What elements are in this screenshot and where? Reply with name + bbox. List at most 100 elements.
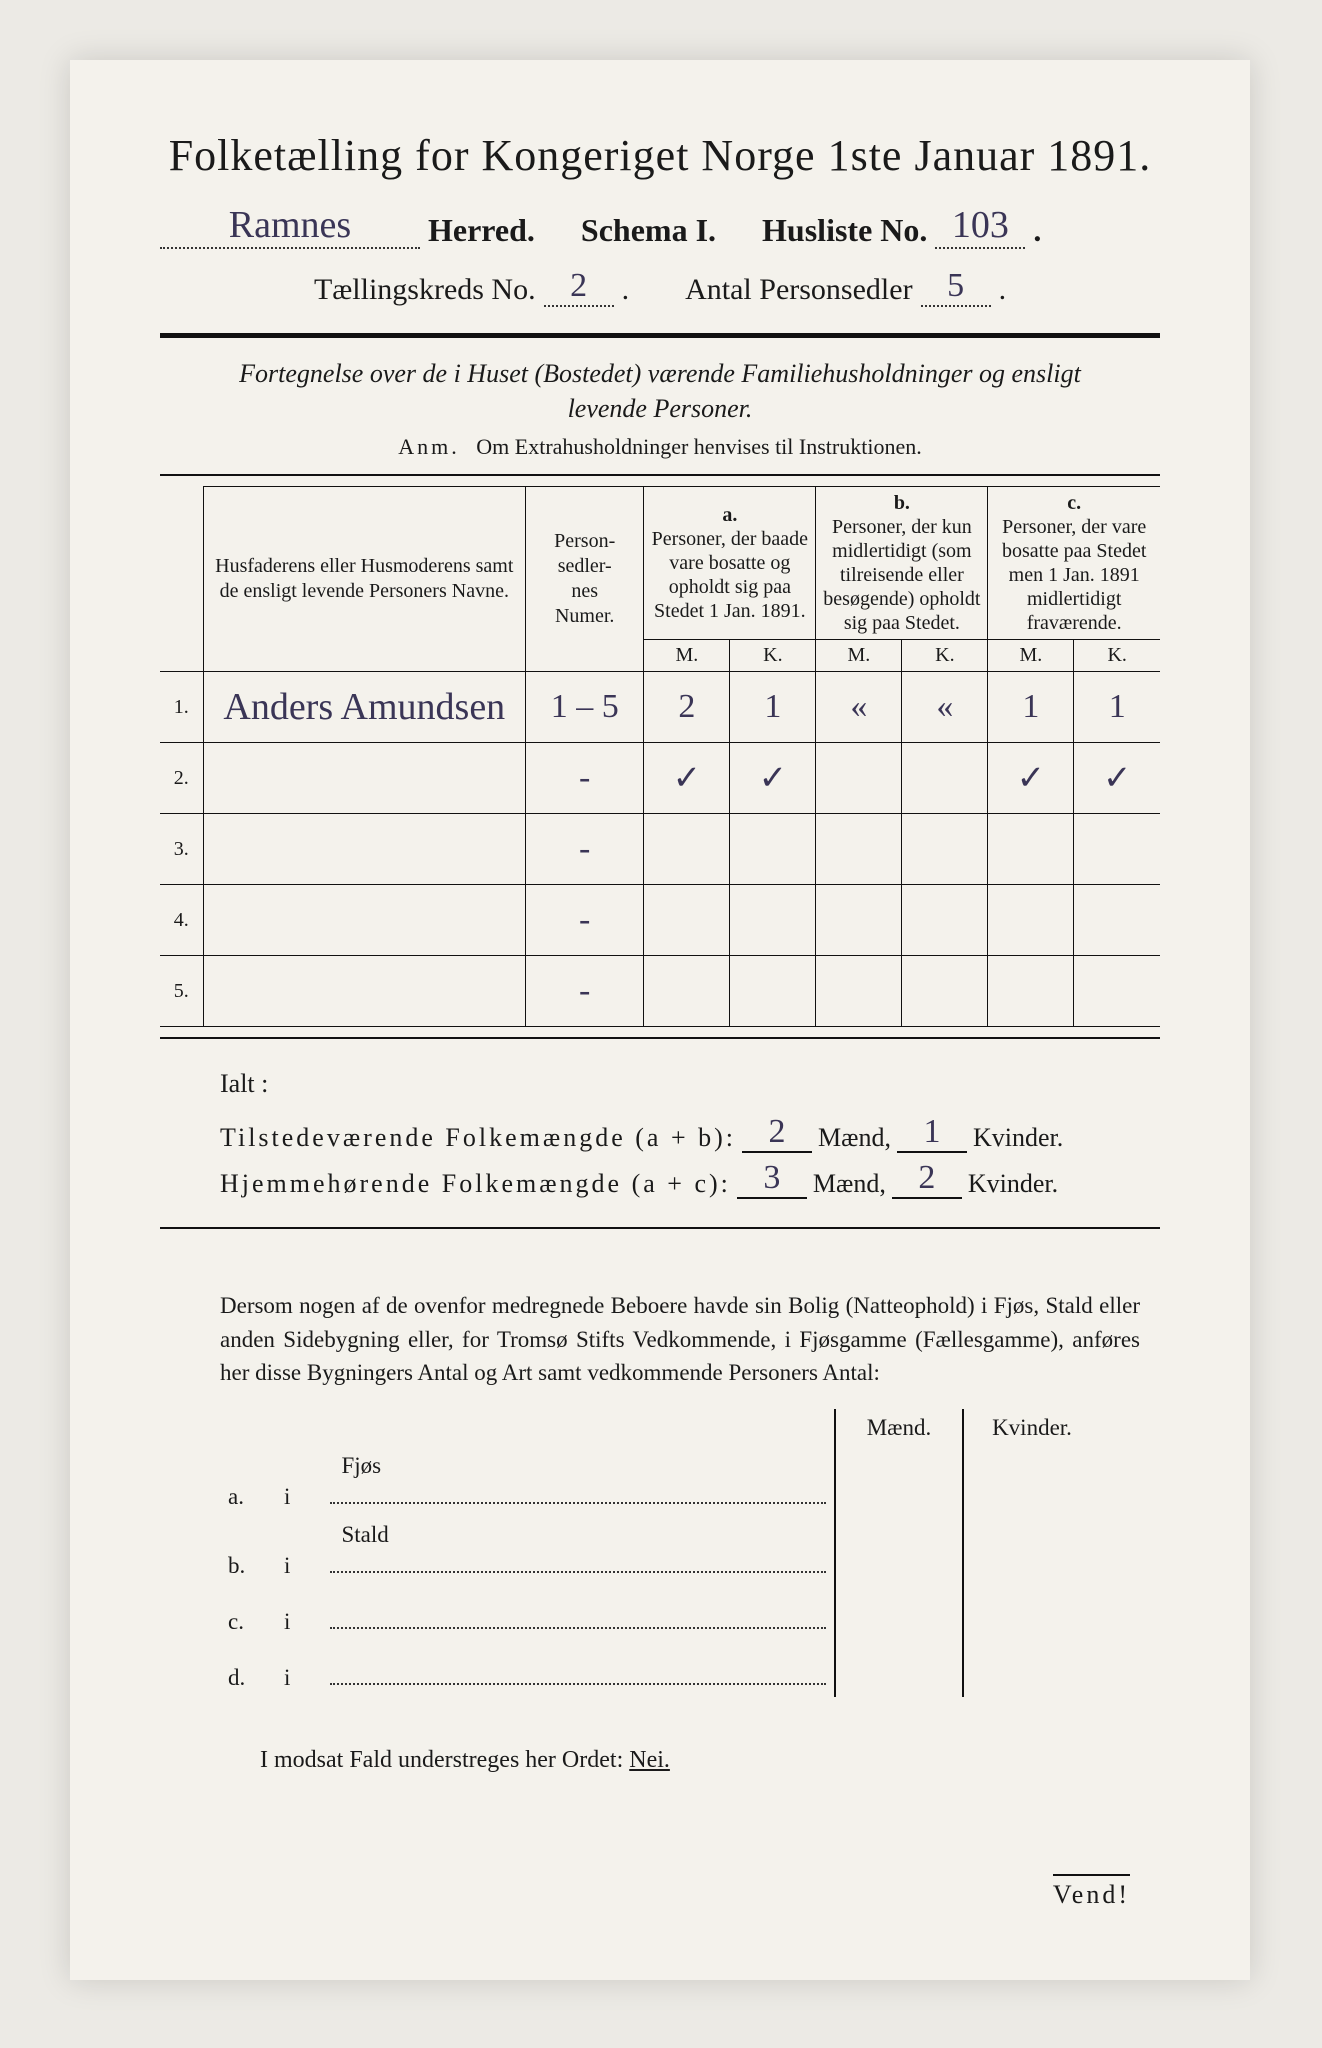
abcd-key: a. — [220, 1447, 276, 1516]
row-number: 2. — [160, 743, 203, 814]
abcd-maend-cell — [835, 1585, 963, 1641]
table-row: 3. - — [160, 814, 1160, 885]
table-row: 2.-✓✓✓✓ — [160, 743, 1160, 814]
rule-thick — [160, 333, 1160, 338]
totals-block: Ialt : Tilstedeværende Folkemængde (a + … — [160, 1069, 1160, 1199]
schema-label: Schema I. — [581, 212, 716, 249]
cell-aM: ✓ — [644, 743, 730, 814]
col-a-head: a. — [722, 504, 737, 526]
cell-cM — [988, 885, 1074, 956]
hjemme-maend: 3 — [737, 1159, 807, 1199]
cell-bM — [816, 885, 902, 956]
abcd-maend-cell — [835, 1447, 963, 1516]
name-cell — [203, 885, 526, 956]
numer-cell: - — [526, 885, 644, 956]
row-number: 4. — [160, 885, 203, 956]
cell-aK — [730, 885, 816, 956]
abcd-kvinder-cell — [963, 1641, 1100, 1697]
cell-bM — [816, 814, 902, 885]
cell-aK: ✓ — [730, 743, 816, 814]
abcd-maend-cell — [835, 1516, 963, 1585]
table-row: 5. - — [160, 956, 1160, 1027]
tilstede-maend: 2 — [742, 1113, 812, 1153]
table-row: 1.Anders Amundsen1 – 521««11 — [160, 672, 1160, 743]
abcd-maend: Mænd. — [835, 1409, 963, 1447]
vend-label: Vend! — [1053, 1874, 1130, 1910]
modsat-line: I modsat Fald understreges her Ordet: Ne… — [260, 1747, 1160, 1774]
name-cell — [203, 956, 526, 1027]
col-a-M: M. — [644, 640, 730, 672]
census-table: Husfaderens eller Husmoderens samt de en… — [160, 486, 1160, 1027]
col-b-text: Personer, der kun midlertidigt (som tilr… — [823, 516, 980, 634]
numer-cell: 1 – 5 — [526, 672, 644, 743]
tilstede-kvinder: 1 — [897, 1113, 967, 1153]
col-b: b. Personer, der kun midlertidigt (som t… — [816, 487, 988, 640]
cell-aK — [730, 956, 816, 1027]
abcd-table: Mænd. Kvinder. a.i Fjøs b.i Stald c.id.i — [220, 1409, 1100, 1697]
header-line-2: Tællingskreds No. 2 . Antal Personsedler… — [160, 267, 1160, 307]
abcd-i: i — [276, 1447, 322, 1516]
kvinder-label-2: Kvinder. — [968, 1169, 1058, 1199]
col-a-K: K. — [730, 640, 816, 672]
abcd-row: c.i — [220, 1585, 1100, 1641]
abcd-key: c. — [220, 1585, 276, 1641]
cell-cM: 1 — [988, 672, 1074, 743]
cell-aK — [730, 814, 816, 885]
col-name: Husfaderens eller Husmoderens samt de en… — [203, 487, 526, 672]
abcd-label: Stald — [322, 1516, 835, 1585]
abcd-i: i — [276, 1641, 322, 1697]
col-c: c. Personer, der vare bosatte paa Stedet… — [988, 487, 1160, 640]
cell-cK — [1074, 956, 1160, 1027]
cell-bM: « — [816, 672, 902, 743]
form-title: Folketælling for Kongeriget Norge 1ste J… — [160, 130, 1160, 181]
name-cell: Anders Amundsen — [203, 672, 526, 743]
nei-word: Nei. — [629, 1747, 670, 1773]
cell-bK — [902, 814, 988, 885]
rule-thin-1 — [160, 474, 1160, 476]
abcd-label: Fjøs — [322, 1447, 835, 1516]
personsedler-dot: . — [999, 273, 1007, 307]
cell-aK: 1 — [730, 672, 816, 743]
abcd-maend-cell — [835, 1641, 963, 1697]
numer-cell: - — [526, 814, 644, 885]
col-b-K: K. — [902, 640, 988, 672]
cell-cM: ✓ — [988, 743, 1074, 814]
abcd-kvinder-cell — [963, 1447, 1100, 1516]
census-form-page: Folketælling for Kongeriget Norge 1ste J… — [70, 60, 1250, 1980]
col-a-text: Personer, der baade vare bosatte og opho… — [652, 528, 808, 622]
kreds-label: Tællingskreds No. — [314, 273, 536, 307]
modsat-text: I modsat Fald understreges her Ordet: — [260, 1747, 623, 1773]
abcd-row: b.i Stald — [220, 1516, 1100, 1585]
table-row: 4. - — [160, 885, 1160, 956]
cell-cM — [988, 814, 1074, 885]
header-line-1: Ramnes Herred. Schema I. Husliste No. 10… — [160, 203, 1160, 249]
husliste-no-hand: 103 — [935, 203, 1025, 249]
herred-label: Herred. — [428, 212, 535, 249]
row-number: 5. — [160, 956, 203, 1027]
abcd-label — [322, 1585, 835, 1641]
cell-cK — [1074, 885, 1160, 956]
col-name-text: Husfaderens eller Husmoderens samt de en… — [215, 555, 513, 602]
kreds-dot: . — [622, 273, 630, 307]
cell-aM: 2 — [644, 672, 730, 743]
maend-label-1: Mænd, — [818, 1123, 891, 1153]
husliste-dot: . — [1033, 212, 1041, 249]
numer-cell: - — [526, 956, 644, 1027]
husliste-label: Husliste No. — [762, 212, 927, 249]
cell-bK — [902, 956, 988, 1027]
abcd-key: d. — [220, 1641, 276, 1697]
abcd-row: a.i Fjøs — [220, 1447, 1100, 1516]
row-number: 3. — [160, 814, 203, 885]
col-c-K: K. — [1074, 640, 1160, 672]
cell-cK: 1 — [1074, 672, 1160, 743]
tilstede-label: Tilstedeværende Folkemængde (a + b): — [220, 1123, 736, 1153]
abcd-i: i — [276, 1585, 322, 1641]
cell-bM — [816, 743, 902, 814]
col-b-M: M. — [816, 640, 902, 672]
col-b-head: b. — [894, 492, 910, 514]
cell-bK — [902, 885, 988, 956]
kvinder-label-1: Kvinder. — [973, 1123, 1063, 1153]
fortegnelse-text: Fortegnelse over de i Huset (Bostedet) v… — [200, 356, 1120, 426]
col-c-head: c. — [1067, 492, 1081, 514]
abcd-key: b. — [220, 1516, 276, 1585]
